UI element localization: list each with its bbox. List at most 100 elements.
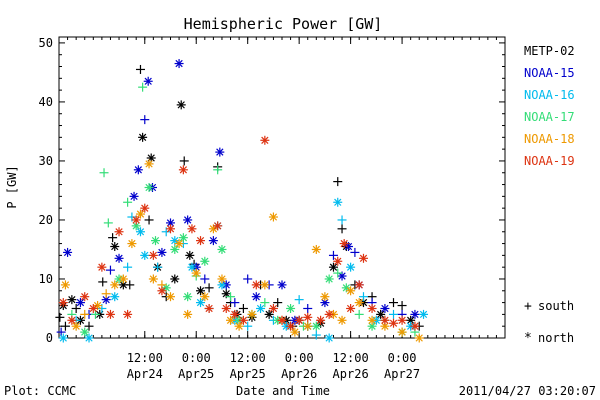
marker-stroke — [222, 304, 230, 313]
data-point — [157, 286, 167, 296]
marker-stroke — [102, 295, 110, 304]
marker-stroke — [398, 328, 406, 336]
data-point — [328, 262, 338, 272]
legend-entry-noaa-15: NOAA-15 — [524, 66, 575, 80]
data-point — [354, 309, 364, 319]
marker-stroke — [218, 281, 226, 289]
y-tick-label: 40 — [39, 95, 53, 109]
marker-stroke — [85, 334, 93, 342]
data-point — [105, 309, 115, 319]
marker-legend: + south * north — [524, 299, 574, 346]
marker-stroke — [171, 236, 179, 245]
data-point — [324, 333, 334, 343]
marker-stroke — [278, 316, 286, 324]
data-point — [183, 309, 193, 319]
marker-stroke — [218, 245, 226, 254]
marker-stroke — [325, 334, 333, 342]
data-point — [215, 147, 225, 157]
x-tick-label-date: Apr26 — [281, 367, 317, 381]
data-points-layer — [55, 59, 429, 343]
data-point — [191, 268, 201, 278]
data-point — [294, 295, 304, 305]
data-point — [213, 165, 223, 175]
marker-stroke — [346, 304, 355, 313]
data-point — [67, 315, 77, 325]
data-point — [196, 286, 206, 296]
marker-stroke — [214, 222, 222, 230]
data-point — [333, 197, 343, 207]
data-point — [187, 224, 197, 234]
data-point — [264, 309, 274, 319]
marker-stroke — [93, 301, 102, 310]
legend-entry-noaa-17: NOAA-17 — [524, 110, 575, 124]
marker-stroke — [389, 319, 398, 327]
data-point — [256, 303, 266, 313]
marker-stroke — [312, 245, 320, 254]
data-point — [217, 244, 227, 254]
marker-stroke — [291, 328, 299, 336]
marker-stroke — [286, 304, 295, 313]
marker-stroke — [134, 166, 143, 174]
data-point — [410, 321, 420, 331]
data-point — [80, 309, 90, 319]
data-point — [204, 303, 214, 313]
marker-stroke — [346, 263, 355, 271]
data-point — [380, 315, 390, 325]
data-point — [135, 64, 145, 74]
marker-stroke — [329, 263, 338, 271]
data-point — [346, 262, 356, 272]
marker-stroke — [158, 287, 166, 295]
data-point — [230, 309, 240, 319]
marker-stroke — [398, 316, 406, 324]
marker-stroke — [261, 136, 269, 144]
data-point — [243, 274, 253, 284]
legend-entry-metp-02: METP-02 — [524, 44, 575, 58]
data-point — [333, 177, 343, 187]
data-point — [129, 191, 139, 201]
marker-stroke — [183, 293, 192, 301]
marker-stroke — [359, 254, 368, 262]
data-point — [108, 233, 118, 243]
x-axis-label: Date and Time — [236, 384, 330, 398]
data-point — [103, 218, 113, 228]
data-point — [123, 309, 133, 319]
marker-stroke — [81, 328, 89, 336]
y-tick-label: 0 — [46, 331, 53, 345]
data-point — [63, 247, 73, 257]
marker-stroke — [128, 239, 136, 248]
data-point — [118, 280, 128, 290]
data-point — [157, 247, 167, 257]
north-marker-label: north — [538, 331, 574, 345]
marker-stroke — [321, 298, 329, 307]
data-point — [238, 303, 248, 313]
data-point — [354, 280, 364, 290]
marker-stroke — [177, 101, 185, 109]
data-point — [88, 303, 98, 313]
data-point — [260, 135, 270, 145]
data-point — [60, 321, 70, 331]
data-point — [380, 303, 390, 313]
marker-stroke — [192, 269, 200, 277]
data-point — [200, 292, 210, 302]
data-point — [303, 312, 313, 322]
marker-stroke — [130, 192, 138, 201]
marker-stroke — [115, 228, 123, 236]
marker-stroke — [151, 236, 160, 245]
y-axis-label: P [GW] — [5, 165, 19, 208]
marker-stroke — [209, 225, 218, 233]
data-point — [294, 315, 304, 325]
data-point — [397, 301, 407, 311]
marker-stroke — [123, 310, 132, 319]
data-point — [84, 321, 94, 331]
marker-stroke — [149, 275, 158, 283]
data-point — [123, 197, 133, 207]
data-point — [316, 315, 326, 325]
data-point — [230, 298, 240, 308]
marker-stroke — [252, 293, 260, 301]
marker-stroke — [406, 316, 415, 324]
marker-stroke — [188, 225, 196, 233]
data-point — [346, 303, 356, 313]
data-point — [286, 303, 296, 313]
marker-stroke — [141, 251, 149, 260]
marker-stroke — [81, 293, 89, 301]
